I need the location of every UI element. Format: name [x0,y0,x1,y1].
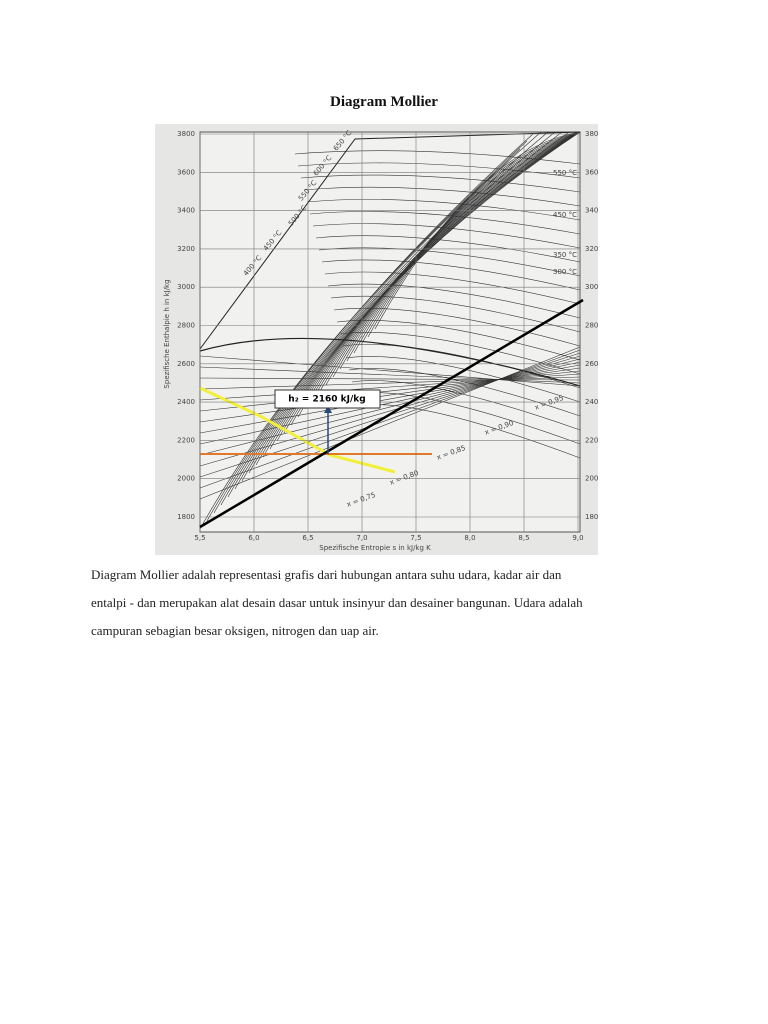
isobar [353,131,581,354]
y-axis-label: Spezifische Enthalpie h in kJ/kg [163,279,171,388]
isobar [374,131,581,330]
y-tick-label: 3600 [177,168,195,176]
mollier-diagram: Spezifische Enthalpie h in kJ/kg Spezifi… [155,124,598,555]
y-tick-label: 2000 [177,475,195,483]
isotherm [336,319,581,361]
title: Diagram Mollier [330,94,438,110]
quality-line [199,376,581,390]
body-line: Diagram Mollier adalah representasi graf… [91,567,562,582]
x-tick-label: 6,0 [248,534,259,542]
x-tick-label: 7,5 [410,534,421,542]
y-tick-label: 2600 [177,360,195,368]
y-tick-label-right: 2800 [585,322,598,330]
y-tick-label: 2400 [177,398,195,406]
isobar [325,131,581,386]
isobar [360,131,581,346]
quality-line [199,364,581,434]
quality-line [199,373,581,401]
quality-line [199,366,581,384]
isotherm [318,247,581,277]
isotherm [339,332,581,375]
upper-boundary [199,131,581,350]
y-tick-label: 1800 [177,513,195,521]
y-tick-label-right: 1800 [585,513,598,521]
y-tick-label-right: 2000 [585,475,598,483]
isotherm [309,211,581,235]
x-tick-label: 9,0 [572,534,583,542]
isotherm [300,174,581,193]
quality-line [199,355,581,467]
y-tick-label: 3800 [177,130,195,138]
y-tick-label-right: 3200 [585,245,598,253]
isobar [367,131,581,338]
isotherm [351,380,581,431]
y-tick-label-right: 3000 [585,283,598,291]
temperature-label: 300 °C [553,268,577,276]
y-tick-label: 2800 [177,322,195,330]
isotherm [294,150,581,165]
isotherm [303,186,581,207]
x-tick-label: 8,5 [518,534,529,542]
quality-line [199,361,581,445]
temperature-label: 550 °C [553,169,577,177]
quality-line [199,370,581,412]
quality-line [199,367,581,423]
y-tick-label: 2200 [177,436,195,444]
annotation-box [274,389,381,409]
y-tick-label: 3400 [177,207,195,215]
x-axis-label: Spezifische Entropie s in kJ/kg K [319,544,431,552]
y-tick-label-right: 3800 [585,130,598,138]
isobar [318,131,581,394]
y-tick-label-right: 3400 [585,207,598,215]
isotherm [306,199,581,221]
x-tick-label: 6,5 [302,534,313,542]
temperature-label: 450 °C [553,211,577,219]
x-tick-label: 7,0 [356,534,367,542]
isotherm [321,259,581,291]
isobar [227,131,549,498]
body-line: campuran sebagian besar oksigen, nitroge… [91,623,379,638]
quality-line [199,358,581,456]
isotherm [297,162,581,179]
quality-line [199,349,581,489]
isotherm [312,223,581,249]
arrow-head [324,405,332,413]
isotherm [330,295,581,333]
isobar [213,132,535,514]
y-tick-label-right: 2400 [585,398,598,406]
isotherm [315,235,581,263]
x-tick-label: 8,0 [464,534,475,542]
plot-area [199,131,581,533]
quality-line [199,377,581,381]
isotherm [333,307,581,347]
isobar [346,131,581,362]
isotherm [342,344,581,389]
quality-line [199,355,581,387]
temperature-label: 350 °C [553,251,577,259]
isobar [339,131,581,370]
x-tick-label: 5,5 [194,534,205,542]
y-tick-label: 3000 [177,283,195,291]
y-tick-label-right: 2600 [585,360,598,368]
saturation-curve [199,337,581,387]
y-tick-label-right: 2200 [585,436,598,444]
annotation: h₂ = 2160 kJ/kg [288,395,365,405]
isotherm [348,368,581,417]
chart-lines [199,131,581,530]
quality-line [199,346,581,500]
y-tick-label: 3200 [177,245,195,253]
isotherm [324,271,581,305]
isobar [332,131,581,378]
isotherm [327,283,581,319]
black-line [199,298,584,529]
y-tick-label-right: 3600 [585,168,598,176]
body-line: entalpi - dan merupakan alat desain dasa… [91,595,583,610]
